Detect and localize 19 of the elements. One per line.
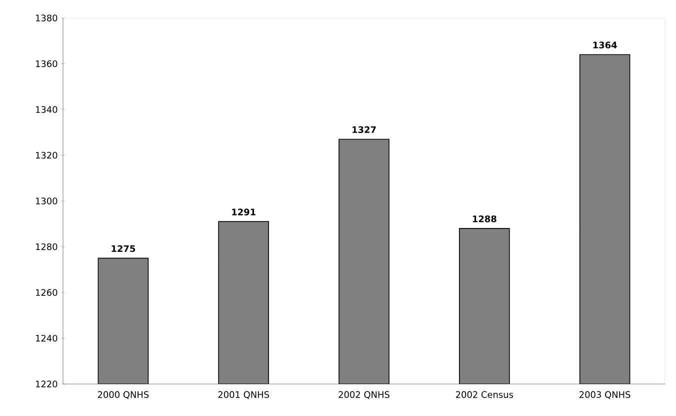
y-tick-label: 1220 (36, 380, 58, 388)
y-tick-label: 1300 (36, 198, 58, 204)
y-tick-label: 1260 (36, 289, 58, 296)
y-tick-label: 1340 (36, 106, 58, 113)
x-tick-label: 2002 Census (456, 391, 514, 398)
data-label: 1327 (352, 126, 376, 134)
x-tick-label: 2000 QNHS (98, 391, 149, 399)
data-label: 1364 (593, 42, 617, 48)
x-tick-label: 2002 QNHS (338, 391, 390, 399)
data-label: 1288 (472, 215, 496, 222)
data-label: 1275 (112, 245, 136, 252)
y-tick-label: 1240 (36, 334, 58, 342)
y-tick-label: 1280 (36, 243, 58, 250)
y-tick-label: 1360 (36, 60, 58, 68)
data-label: 1291 (232, 208, 256, 216)
y-tick-label: 1380 (36, 14, 58, 22)
x-tick-label: 2003 QNHS (580, 391, 630, 399)
x-tick-label: 2001 QNHS (218, 391, 270, 399)
y-tick-label: 1320 (36, 152, 58, 159)
